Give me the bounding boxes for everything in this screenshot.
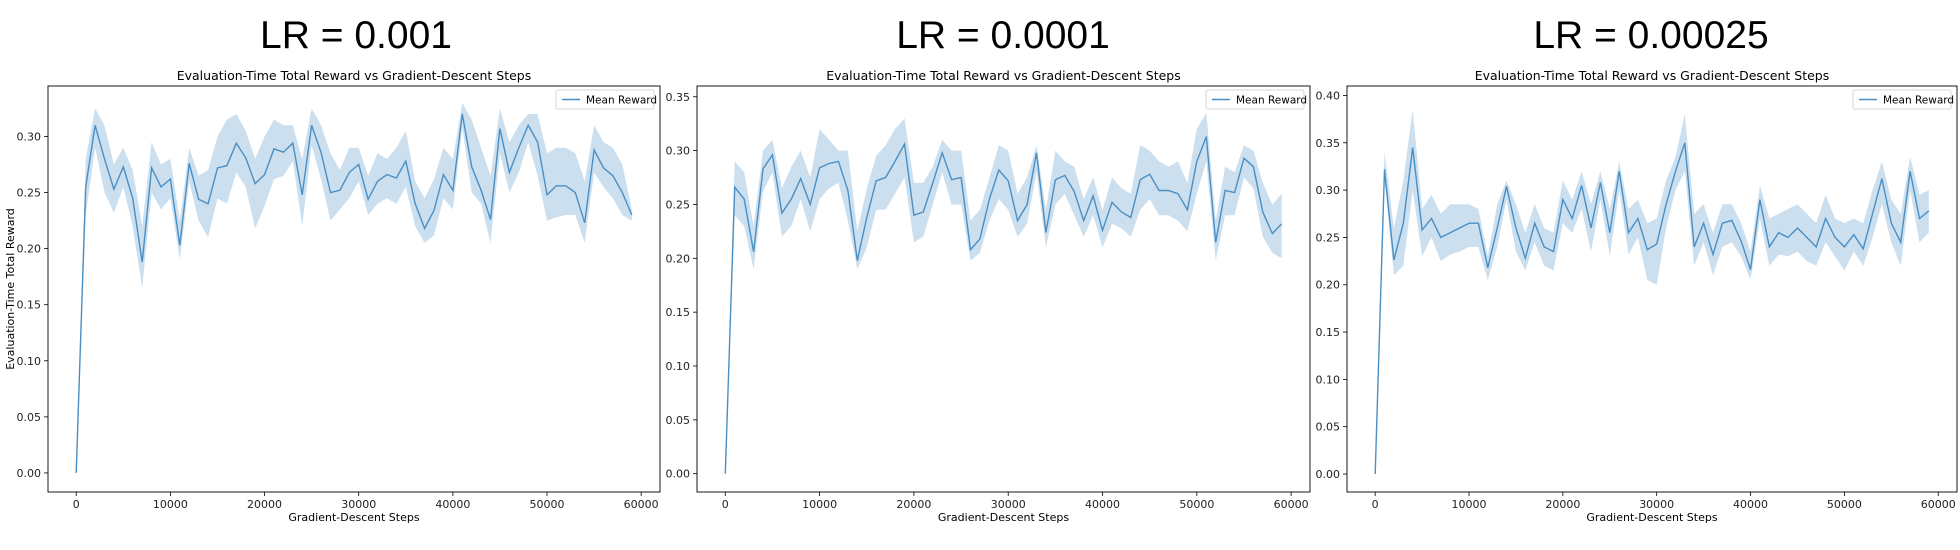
y-tick-label: 0.20 <box>17 243 42 256</box>
confidence-band <box>1375 109 1929 474</box>
y-tick-label: 0.00 <box>1316 468 1341 481</box>
axes-frame <box>696 85 1311 493</box>
mean-reward-line <box>75 113 633 473</box>
y-tick-label: 0.25 <box>666 198 691 211</box>
x-tick-label: 10000 <box>802 498 837 511</box>
y-tick-label: 0.15 <box>17 299 42 312</box>
y-tick-label: 0.15 <box>666 306 691 319</box>
panel-heading: LR = 0.00025 <box>1533 14 1768 57</box>
y-tick-label: 0.10 <box>17 355 42 368</box>
y-axis-label: Evaluation-Time Total Reward <box>4 208 17 370</box>
mean-reward-line <box>1374 142 1930 475</box>
confidence-band <box>725 112 1282 474</box>
x-tick-label: 20000 <box>1545 498 1580 511</box>
y-tick-label: 0.25 <box>1316 231 1341 244</box>
x-axis-label: Gradient-Descent Steps <box>288 511 419 524</box>
legend-box <box>1852 89 1952 110</box>
x-tick-label: 60000 <box>624 498 659 511</box>
x-tick-label: 0 <box>1372 498 1379 511</box>
panel-heading: LR = 0.0001 <box>896 14 1110 57</box>
legend-box <box>1205 89 1305 110</box>
y-tick-label: 0.05 <box>17 411 42 424</box>
y-tick-label: 0.10 <box>666 360 691 373</box>
y-tick-label: 0.20 <box>666 252 691 265</box>
axes-title: Evaluation-Time Total Reward vs Gradient… <box>826 68 1181 83</box>
x-tick-label: 30000 <box>1639 498 1674 511</box>
y-tick-label: 0.05 <box>1316 421 1341 434</box>
x-axis-label: Gradient-Descent Steps <box>938 511 1069 524</box>
y-tick-label: 0.30 <box>17 130 42 143</box>
legend-label: Mean Reward <box>1236 95 1307 107</box>
y-tick-label: 0.35 <box>1316 137 1341 150</box>
axes-frame <box>1346 85 1958 493</box>
x-tick-label: 10000 <box>1452 498 1487 511</box>
y-tick-label: 0.15 <box>1316 326 1341 339</box>
x-tick-label: 30000 <box>341 498 376 511</box>
y-tick-label: 0.05 <box>666 414 691 427</box>
x-axis-label: Gradient-Descent Steps <box>1586 511 1717 524</box>
legend-label: Mean Reward <box>1883 95 1954 107</box>
x-tick-label: 50000 <box>1179 498 1214 511</box>
x-tick-label: 0 <box>73 498 80 511</box>
x-tick-label: 20000 <box>896 498 931 511</box>
y-tick-label: 0.40 <box>1316 89 1341 102</box>
y-tick-label: 0.10 <box>1316 373 1341 386</box>
y-tick-label: 0.20 <box>1316 279 1341 292</box>
axes-title: Evaluation-Time Total Reward vs Gradient… <box>1475 68 1830 83</box>
y-tick-label: 0.30 <box>1316 184 1341 197</box>
confidence-band <box>76 102 632 473</box>
x-tick-label: 0 <box>722 498 729 511</box>
y-tick-label: 0.00 <box>666 468 691 481</box>
legend-box <box>555 89 655 110</box>
chart-panel-3: LR = 0.00025 Evaluation-Time Total Reward… <box>1316 14 1958 524</box>
x-tick-label: 60000 <box>1921 498 1956 511</box>
y-tick-label: 0.30 <box>666 145 691 158</box>
mean-reward-line <box>724 136 1283 474</box>
x-tick-label: 20000 <box>247 498 282 511</box>
x-tick-label: 60000 <box>1274 498 1309 511</box>
y-tick-label: 0.35 <box>666 91 691 104</box>
panel-heading: LR = 0.001 <box>260 14 452 57</box>
x-tick-label: 40000 <box>1085 498 1120 511</box>
axes-frame <box>47 85 661 493</box>
x-tick-label: 40000 <box>1733 498 1768 511</box>
x-tick-label: 10000 <box>153 498 188 511</box>
chart-panel-1: LR = 0.001 Evaluation-Time Total Reward v… <box>4 14 661 524</box>
axes-title: Evaluation-Time Total Reward vs Gradient… <box>177 68 532 83</box>
x-tick-label: 40000 <box>435 498 470 511</box>
x-tick-label: 30000 <box>991 498 1026 511</box>
y-tick-label: 0.25 <box>17 187 42 200</box>
y-tick-label: 0.00 <box>17 467 42 480</box>
x-tick-label: 50000 <box>1827 498 1862 511</box>
legend-label: Mean Reward <box>586 95 657 107</box>
x-tick-label: 50000 <box>530 498 565 511</box>
chart-panel-2: LR = 0.0001 Evaluation-Time Total Reward … <box>666 14 1311 524</box>
